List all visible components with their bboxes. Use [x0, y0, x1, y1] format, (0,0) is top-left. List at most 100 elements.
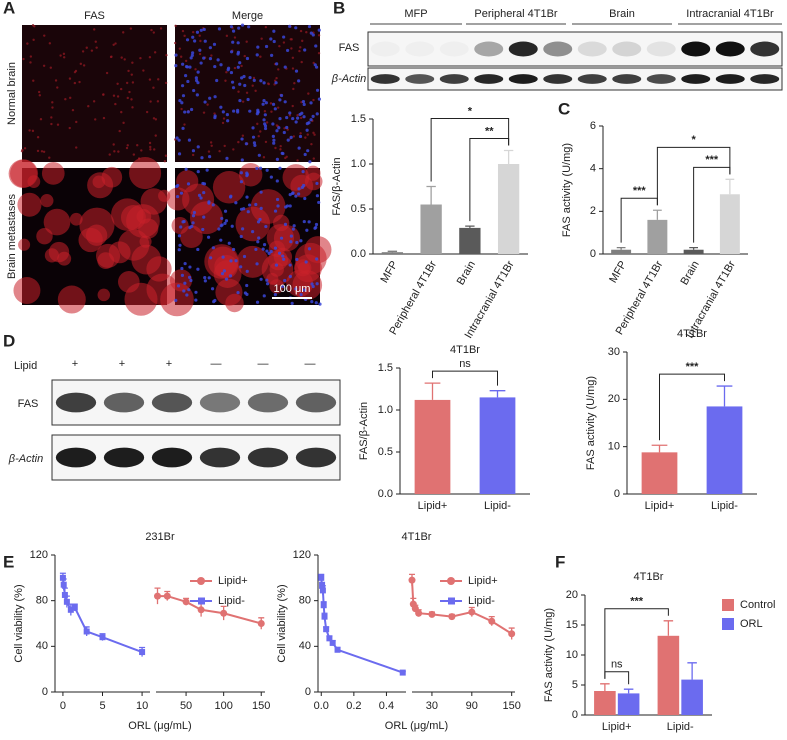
fas-signal [282, 41, 286, 44]
fas-signal [299, 46, 302, 49]
blot-band [577, 41, 607, 57]
nucleus [202, 190, 206, 195]
nucleus [213, 95, 217, 99]
fas-signal [180, 107, 183, 111]
nucleus [183, 281, 187, 285]
blot-group-label: Peripheral 4T1Br [474, 8, 557, 20]
nucleus [294, 69, 299, 73]
nucleus [262, 118, 266, 122]
nucleus [203, 279, 207, 283]
nucleus [255, 53, 259, 57]
x-tick-label: 0.0 [314, 700, 329, 712]
nucleus [215, 78, 219, 83]
x-tick-label: 0.4 [379, 700, 394, 712]
fas-signal [82, 64, 86, 67]
nucleus [244, 142, 248, 146]
data-point [321, 613, 328, 620]
nucleus [310, 300, 314, 304]
bar [459, 227, 481, 254]
nucleus [298, 112, 302, 117]
nucleus [239, 265, 243, 269]
y-tick-label: 30 [608, 346, 620, 358]
fas-signal [36, 136, 40, 139]
nucleus [248, 203, 252, 207]
row-label: Brain metastases [6, 194, 18, 279]
fas-signal [112, 43, 115, 46]
fas-cluster [87, 172, 114, 199]
nucleus [213, 114, 217, 118]
nucleus [297, 192, 301, 196]
nucleus [251, 230, 255, 234]
nucleus [294, 120, 298, 124]
fas-signal [94, 40, 97, 43]
nucleus [245, 195, 249, 199]
nucleus [270, 53, 274, 57]
blot-band [646, 41, 676, 57]
nucleus [194, 76, 198, 80]
nucleus [314, 44, 318, 48]
fas-signal [259, 55, 262, 58]
fas-signal [29, 55, 33, 58]
fas-signal [233, 36, 237, 39]
legend-swatch [722, 618, 734, 630]
fas-signal [225, 34, 229, 38]
data-point [139, 649, 146, 656]
blot-band [681, 74, 711, 84]
nucleus [236, 52, 240, 56]
fas-signal [85, 46, 88, 49]
fas-signal [28, 129, 31, 132]
nucleus [208, 155, 212, 159]
nucleus [309, 101, 313, 105]
fas-signal [131, 106, 134, 109]
data-point [334, 646, 341, 653]
nucleus [190, 53, 194, 57]
fas-signal [32, 38, 35, 42]
nucleus [181, 62, 185, 66]
fas-signal [241, 134, 245, 137]
fas-signal [126, 144, 129, 147]
blot-band [103, 392, 145, 413]
fas-signal [59, 54, 62, 57]
blot-actin [51, 434, 341, 481]
fas-signal [148, 141, 152, 145]
nucleus [203, 275, 207, 280]
x-axis-label: ORL (μg/mL) [128, 720, 191, 732]
blot-band [681, 41, 711, 57]
data-point [508, 630, 516, 638]
nucleus [186, 110, 190, 114]
fas-signal [94, 118, 97, 121]
micrograph [160, 162, 332, 317]
nucleus [297, 79, 301, 83]
blot-band [474, 41, 504, 57]
nucleus [243, 291, 248, 295]
nucleus [269, 249, 273, 254]
nucleus [271, 134, 275, 138]
nucleus [211, 203, 215, 207]
fas-signal [275, 76, 278, 80]
data-point [83, 628, 90, 635]
fas-signal [108, 153, 111, 156]
micrograph [8, 157, 179, 316]
nucleus [274, 263, 279, 267]
nucleus [230, 80, 235, 84]
fas-signal [299, 29, 303, 33]
fas-signal [105, 71, 109, 75]
nucleus [315, 194, 320, 198]
blot-band [715, 41, 745, 57]
y-axis-label: FAS activity (U/mg) [543, 608, 555, 702]
fas-signal [112, 94, 116, 97]
nucleus [294, 26, 298, 30]
nucleus [191, 51, 195, 55]
legend-swatch [722, 599, 734, 611]
nucleus [202, 56, 206, 60]
fas-cluster [215, 278, 243, 306]
x-tick-label: Lipid- [667, 721, 694, 733]
significance-label: *** [686, 361, 700, 373]
significance-label: ns [459, 358, 471, 370]
fas-signal [279, 148, 282, 151]
fas-signal [23, 147, 27, 150]
nucleus [256, 220, 261, 224]
data-point [448, 613, 456, 621]
nucleus [180, 273, 185, 277]
nucleus [274, 81, 278, 85]
